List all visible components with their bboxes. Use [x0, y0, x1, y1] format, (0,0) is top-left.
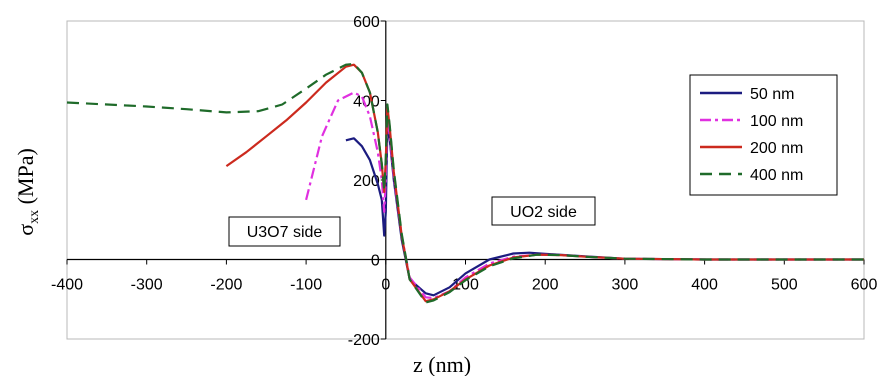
legend-label-2: 200 nm [750, 140, 803, 157]
x-tick-label: -100 [290, 277, 322, 294]
legend-box [689, 74, 838, 196]
y-tick-label: 600 [353, 14, 380, 31]
annotation-u3o7-side: U3O7 side [228, 216, 341, 247]
x-tick-label: -200 [210, 277, 242, 294]
x-axis: -400 -300 -200 -100 0 100 200 300 400 500 600 [51, 258, 878, 294]
plot-area-border [66, 20, 865, 340]
series-layer [66, 62, 864, 304]
x-tick-label: -400 [51, 277, 83, 294]
legend: 50 nm 100 nm 200 nm 400 nm [689, 74, 838, 196]
annotation-u3o7-box [228, 216, 341, 247]
y-axis-title-subscript: xx [27, 210, 42, 224]
x-tick-label: 500 [771, 277, 798, 294]
annotation-uo2-side: UO2 side [491, 196, 596, 226]
x-tick-label: -300 [131, 277, 163, 294]
y-axis: -200 0 200 400 600 [348, 14, 387, 349]
x-tick-label: 600 [851, 277, 878, 294]
y-tick-label: -200 [348, 332, 380, 349]
x-tick-label: 0 [381, 277, 390, 294]
legend-label-0: 50 nm [750, 86, 794, 103]
y-tick-label: 200 [353, 173, 380, 190]
y-axis-title-unit: (MPa) [13, 148, 38, 210]
y-tick-label: 400 [353, 94, 380, 111]
legend-label-3: 400 nm [750, 167, 803, 184]
plot-frame [66, 20, 865, 340]
x-tick-label: 400 [691, 277, 718, 294]
x-tick-label: 100 [452, 277, 479, 294]
annotation-uo2-label: UO2 side [510, 204, 577, 221]
annotation-uo2-box [491, 196, 596, 226]
series-line-3 [66, 62, 864, 304]
y-axis-title: σxx (MPa) [13, 148, 42, 236]
x-tick-label: 300 [612, 277, 639, 294]
legend-label-1: 100 nm [750, 113, 803, 130]
x-tick-label: 200 [532, 277, 559, 294]
x-axis-title: z (nm) [413, 352, 471, 376]
annotation-u3o7-label: U3O7 side [247, 224, 323, 241]
y-axis-title-symbol: σ [13, 224, 38, 236]
y-tick-label: 0 [371, 253, 380, 270]
